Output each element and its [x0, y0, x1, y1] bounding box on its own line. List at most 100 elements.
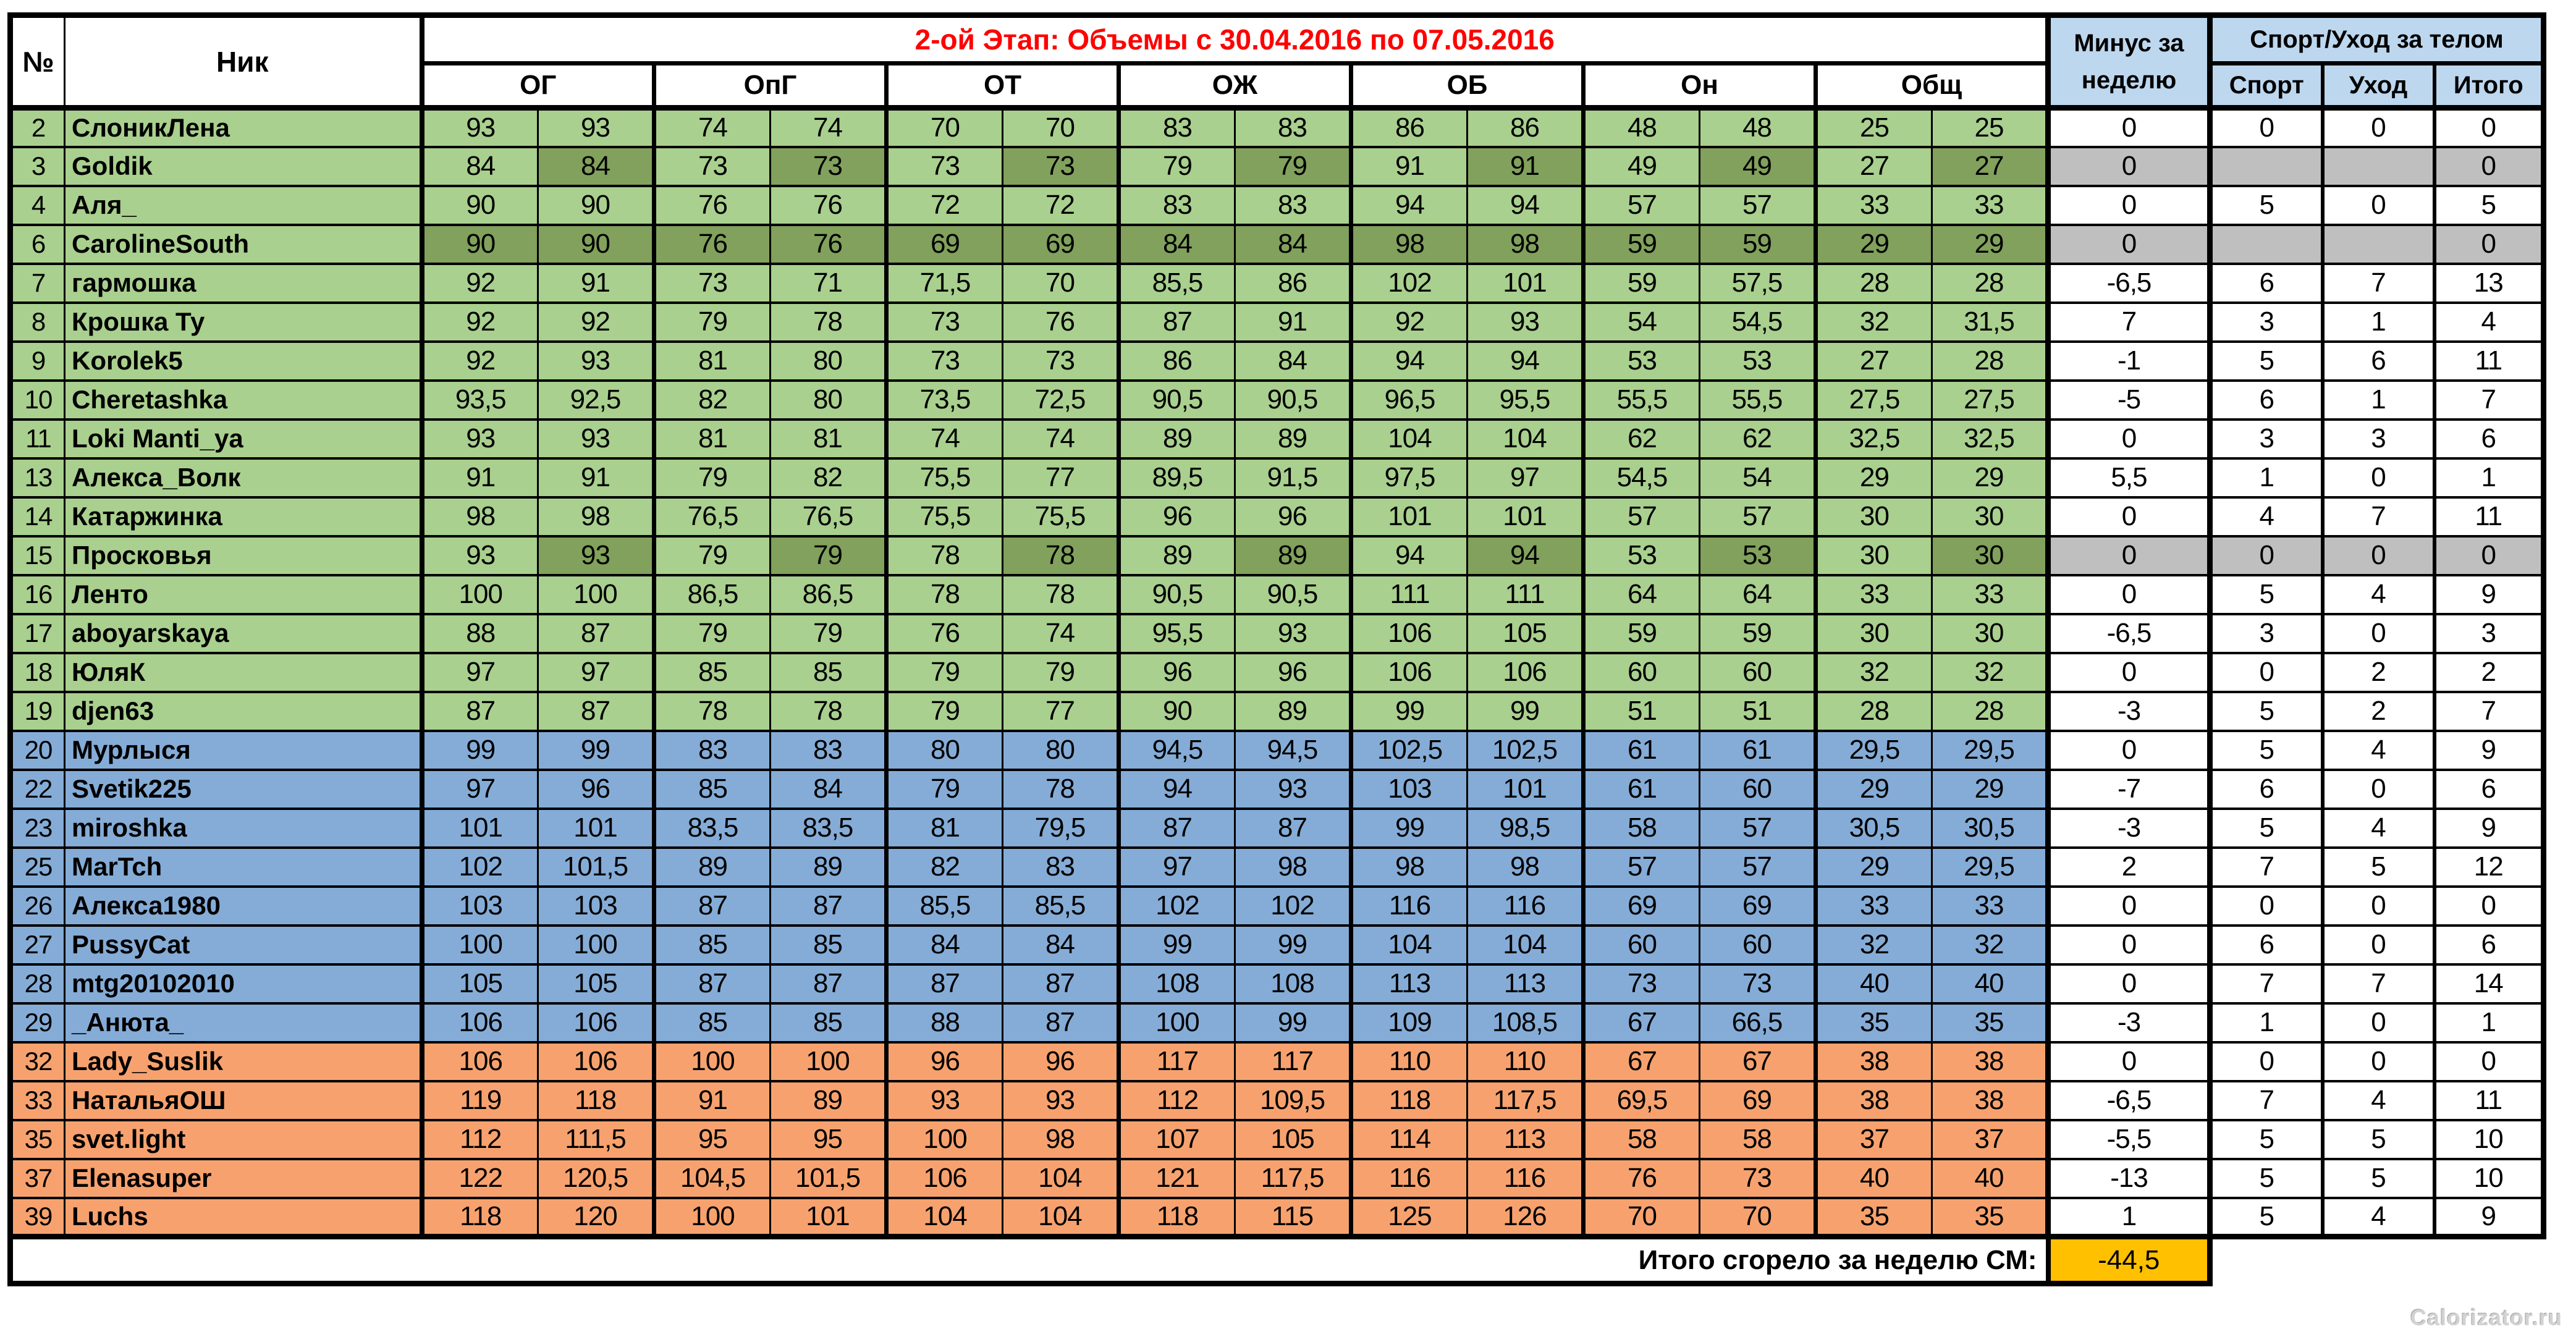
measure-cell: 79: [769, 612, 887, 654]
measure-cell: 76: [769, 184, 887, 226]
sport-cell: 6: [2207, 924, 2323, 966]
row-number-cell: 18: [9, 651, 65, 693]
measure-cell: 106: [420, 1002, 539, 1044]
measurements-table-wrap: № Ник 2-ой Этап: Объемы с 30.04.2016 по …: [7, 12, 2546, 1286]
measure-cell: 106: [1349, 651, 1468, 693]
nick-cell: Goldik: [64, 145, 424, 187]
measure-cell: 30: [1814, 496, 1933, 538]
measure-cell: 102: [1234, 885, 1352, 927]
col-header-ozh: ОЖ: [1117, 62, 1352, 111]
minus-week-cell: 0: [2045, 963, 2213, 1005]
care-cell: 5: [2320, 846, 2435, 888]
measure-cell: 78: [1002, 534, 1120, 576]
measure-cell: 101: [420, 807, 539, 849]
measure-cell: 83,5: [652, 807, 771, 849]
measure-cell: 99: [420, 729, 539, 771]
measure-cell: 77: [1002, 690, 1120, 732]
measure-cell: 59: [1581, 223, 1700, 265]
measure-cell: 86,5: [769, 573, 887, 615]
care-cell: 1: [2320, 379, 2435, 421]
total-cell: 0: [2432, 1040, 2544, 1082]
measure-cell: 79: [1234, 145, 1352, 187]
measure-cell: 98: [1234, 846, 1352, 888]
measure-cell: 32: [1814, 651, 1933, 693]
total-cell: 7: [2432, 690, 2544, 732]
care-cell: 5: [2320, 1118, 2435, 1160]
col-header-sport: Спорт: [2207, 62, 2323, 111]
care-cell: 4: [2320, 1079, 2435, 1121]
measure-cell: 60: [1699, 651, 1817, 693]
measure-cell: 82: [652, 379, 771, 421]
measure-cell: 73: [1002, 340, 1120, 382]
care-cell: 4: [2320, 573, 2435, 615]
total-cell: 4: [2432, 301, 2544, 343]
measure-cell: 90: [420, 223, 539, 265]
measure-cell: 121: [1117, 1157, 1236, 1199]
measure-cell: 79: [652, 301, 771, 343]
table-row: 14 Катаржинка 98 98 76,5 76,5 75,5 75,5 96 96 101 1…: [9, 496, 2544, 538]
measure-cell: 93: [537, 106, 655, 148]
measure-cell: 106: [420, 1040, 539, 1082]
sport-cell: 5: [2207, 573, 2323, 615]
row-number-cell: 14: [9, 496, 65, 538]
measure-cell: 99: [1349, 807, 1468, 849]
measure-cell: 101: [537, 807, 655, 849]
measure-cell: 31,5: [1931, 301, 2049, 343]
care-cell: 0: [2320, 534, 2435, 576]
measure-cell: 59: [1581, 262, 1700, 304]
measure-cell: 70: [1002, 106, 1120, 148]
sport-cell: 6: [2207, 768, 2323, 810]
row-number-cell: 22: [9, 768, 65, 810]
total-cell: 12: [2432, 846, 2544, 888]
table-row: 9 Korolek5 92 93 81 80 73 73 86 84 94 94 53 53 27 28 -1 5…: [9, 340, 2544, 382]
measure-cell: 69: [1002, 223, 1120, 265]
measure-cell: 112: [420, 1118, 539, 1160]
measure-cell: 95,5: [1466, 379, 1584, 421]
measure-cell: 73: [1699, 1157, 1817, 1199]
measure-cell: 104: [1002, 1157, 1120, 1199]
measure-cell: 98: [1466, 846, 1584, 888]
measure-cell: 69: [1699, 1079, 1817, 1121]
measure-cell: 93: [1234, 768, 1352, 810]
measure-cell: 29: [1931, 223, 2049, 265]
measure-cell: 81: [652, 418, 771, 460]
nick-cell: mtg20102010: [64, 963, 424, 1005]
measure-cell: 101: [1466, 496, 1584, 538]
measure-cell: 83: [769, 729, 887, 771]
nick-cell: Алекса1980: [64, 885, 424, 927]
measure-cell: 108: [1117, 963, 1236, 1005]
measure-cell: 33: [1814, 573, 1933, 615]
total-cell: 6: [2432, 418, 2544, 460]
measure-cell: 64: [1699, 573, 1817, 615]
sport-cell: 5: [2207, 1157, 2323, 1199]
measure-cell: 55,5: [1699, 379, 1817, 421]
row-number-cell: 32: [9, 1040, 65, 1082]
measure-cell: 84: [769, 768, 887, 810]
sport-cell: 5: [2207, 1196, 2323, 1238]
measure-cell: 93: [420, 534, 539, 576]
measure-cell: 101: [1349, 496, 1468, 538]
minus-week-cell: 0: [2045, 184, 2213, 226]
measure-cell: 76,5: [769, 496, 887, 538]
measure-cell: 51: [1581, 690, 1700, 732]
measure-cell: 100: [652, 1040, 771, 1082]
measure-cell: 90,5: [1117, 573, 1236, 615]
measure-cell: 73: [884, 340, 1003, 382]
measure-cell: 57: [1699, 496, 1817, 538]
measure-cell: 93: [420, 106, 539, 148]
measure-cell: 30: [1814, 534, 1933, 576]
measure-cell: 103: [537, 885, 655, 927]
total-cell: 7: [2432, 379, 2544, 421]
measure-cell: 92: [420, 301, 539, 343]
measure-cell: 114: [1349, 1118, 1468, 1160]
measure-cell: 78: [769, 690, 887, 732]
care-cell: 5: [2320, 1157, 2435, 1199]
measure-cell: 75,5: [1002, 496, 1120, 538]
measure-cell: 85: [769, 924, 887, 966]
measure-cell: 61: [1581, 729, 1700, 771]
measure-cell: 28: [1931, 262, 2049, 304]
measure-cell: 53: [1699, 534, 1817, 576]
total-cell: 14: [2432, 963, 2544, 1005]
row-number-cell: 23: [9, 807, 65, 849]
measure-cell: 74: [1002, 418, 1120, 460]
